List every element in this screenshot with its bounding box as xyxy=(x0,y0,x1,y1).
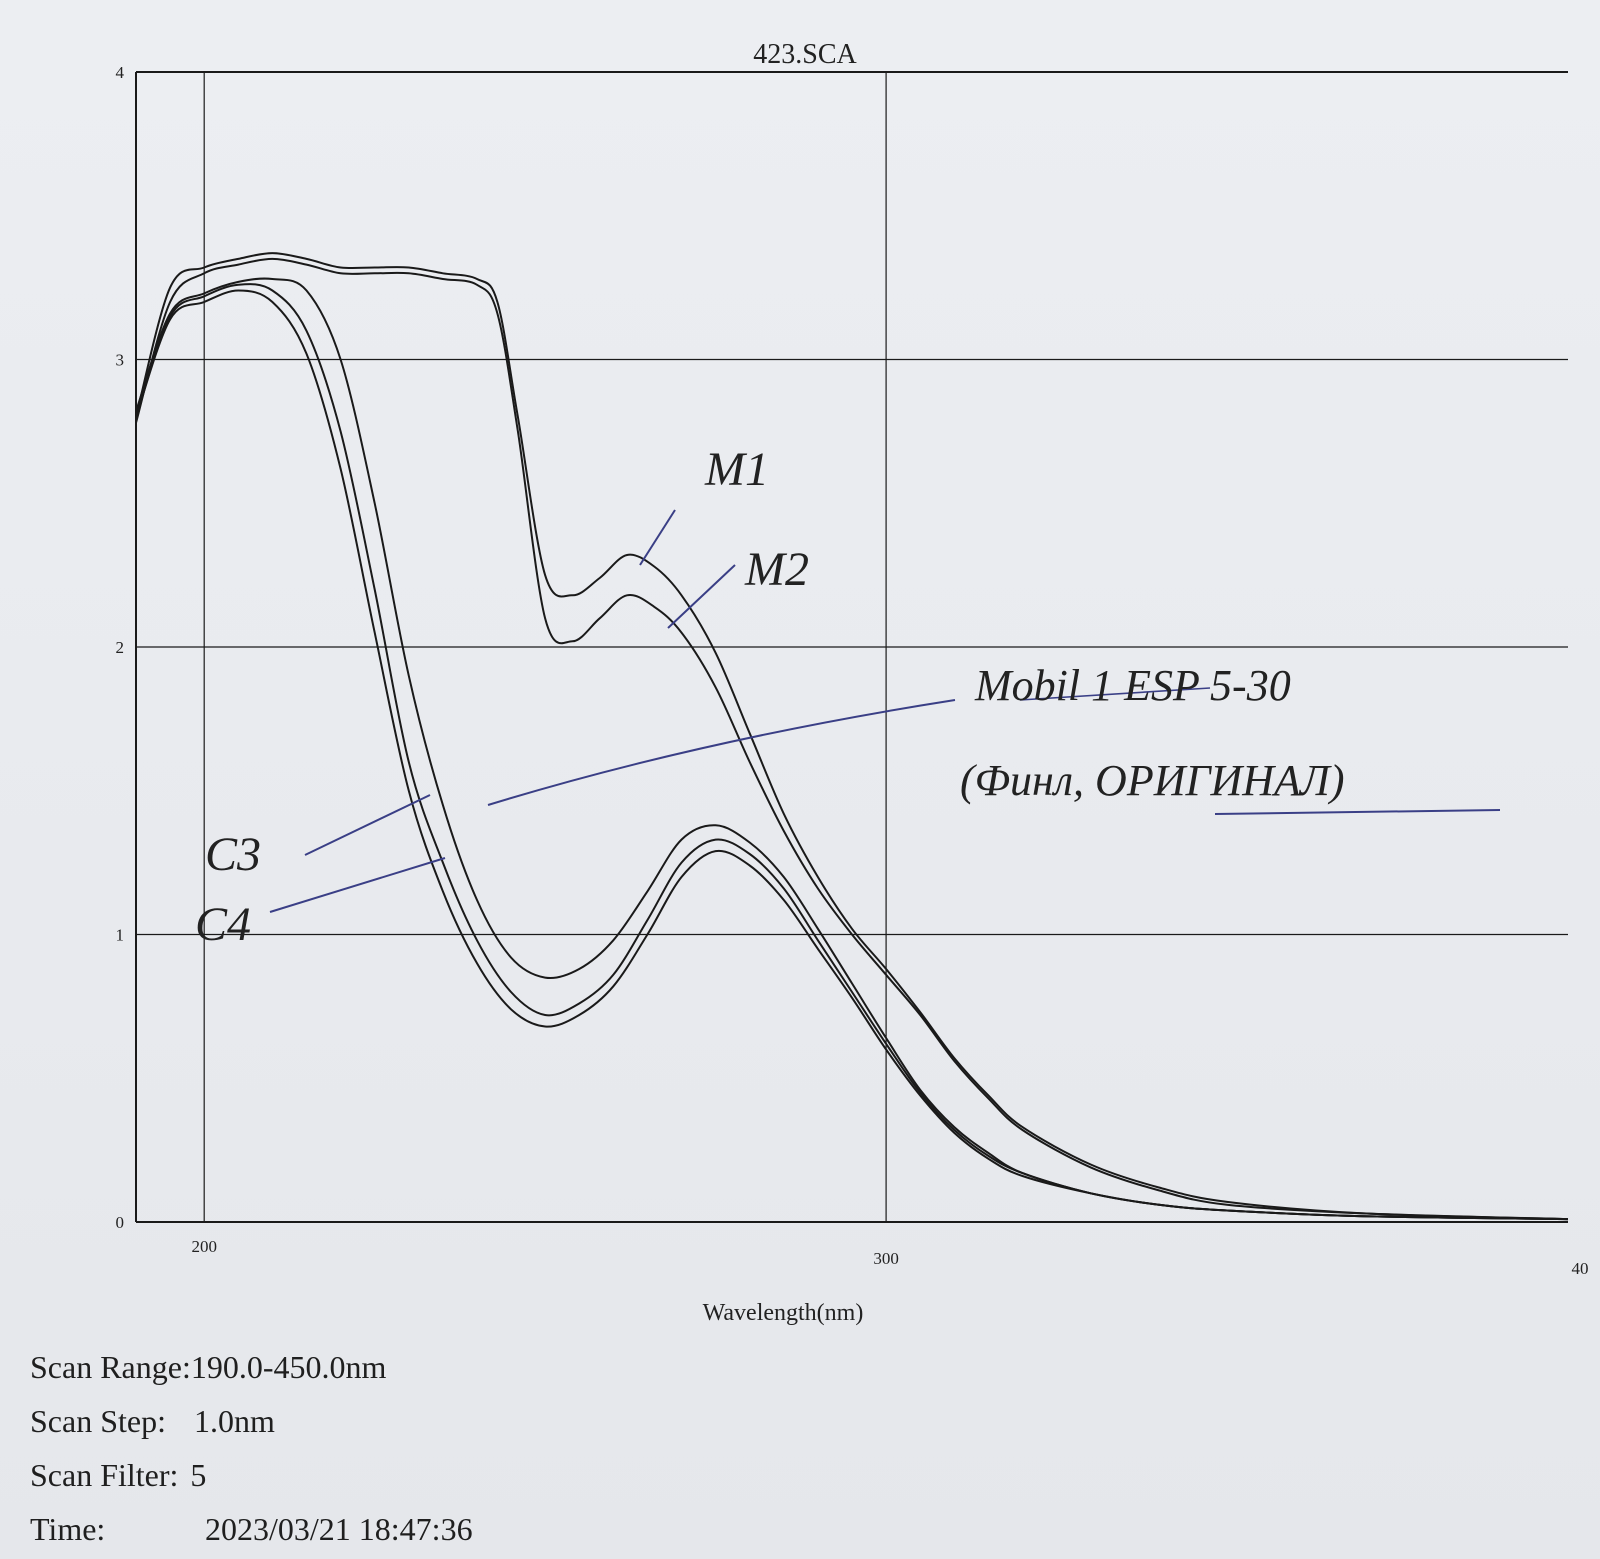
y-tick-label: 2 xyxy=(116,638,125,657)
scan-range-label: Scan Range: xyxy=(30,1349,191,1385)
x-tick-label: 200 xyxy=(191,1237,217,1256)
spectrum-chart: 423.SCA 0 1 2 3 4 200 300 40 Wavelength(nm) M1… xyxy=(116,39,1589,1326)
y-tick-label: 0 xyxy=(116,1213,125,1232)
product-pointer xyxy=(487,699,956,806)
handwritten-annotations: M1 M2 Mobil 1 ESP 5-30 (Финл, ОРИГИНАЛ) … xyxy=(195,443,1501,951)
axes xyxy=(135,71,1568,1223)
underline xyxy=(1214,809,1501,815)
strike-line xyxy=(1019,687,1211,701)
y-tick-label: 3 xyxy=(116,351,125,370)
series-line-c3 xyxy=(135,283,1569,1221)
c3-pointer xyxy=(304,794,431,856)
series-line-c4 xyxy=(135,289,1569,1221)
chart-title: 423.SCA xyxy=(753,39,857,70)
label-product-line2: (Финл, ОРИГИНАЛ) xyxy=(960,756,1345,805)
m2-pointer xyxy=(667,564,736,629)
label-c4: C4 xyxy=(195,898,251,951)
y-tick-labels: 0 1 2 3 4 xyxy=(116,63,125,1232)
scan-step-row: Scan Step: 1.0nm xyxy=(30,1394,473,1448)
label-product-line1: Mobil 1 ESP 5-30 xyxy=(974,661,1291,710)
grid-lines xyxy=(136,72,1568,1222)
time-label: Time: xyxy=(30,1511,106,1547)
scan-range-value: 190.0-450.0nm xyxy=(190,1349,387,1385)
x-tick-label: 40 xyxy=(1572,1259,1589,1278)
y-tick-label: 4 xyxy=(116,63,125,82)
x-tick-labels: 200 300 40 xyxy=(191,1237,1588,1278)
scan-filter-row: Scan Filter: 5 xyxy=(30,1448,473,1502)
series-line-mobil-1-esp-5-30 xyxy=(135,277,1569,1221)
scan-step-label: Scan Step: xyxy=(30,1403,166,1439)
scan-step-value: 1.0nm xyxy=(193,1403,275,1439)
series-line-m1 xyxy=(135,252,1569,1221)
scan-range-row: Scan Range: 190.0-450.0nm xyxy=(30,1340,473,1394)
x-tick-label: 300 xyxy=(873,1249,899,1268)
label-c3: C3 xyxy=(205,828,261,881)
time-row: Time: 2023/03/21 18:47:36 xyxy=(30,1502,473,1556)
m1-pointer xyxy=(639,509,676,566)
time-value: 2023/03/21 18:47:36 xyxy=(205,1511,473,1547)
label-m2: M2 xyxy=(744,543,809,596)
scan-filter-value: 5 xyxy=(190,1457,207,1493)
series-lines xyxy=(135,252,1569,1221)
y-tick-label: 1 xyxy=(116,926,125,945)
label-m1: M1 xyxy=(704,443,769,496)
c4-pointer xyxy=(269,857,446,913)
series-line-m2 xyxy=(135,257,1569,1221)
scan-info: Scan Range: 190.0-450.0nm Scan Step: 1.0… xyxy=(30,1340,473,1556)
scan-filter-label: Scan Filter: xyxy=(30,1457,179,1493)
x-axis-label: Wavelength(nm) xyxy=(703,1300,864,1326)
